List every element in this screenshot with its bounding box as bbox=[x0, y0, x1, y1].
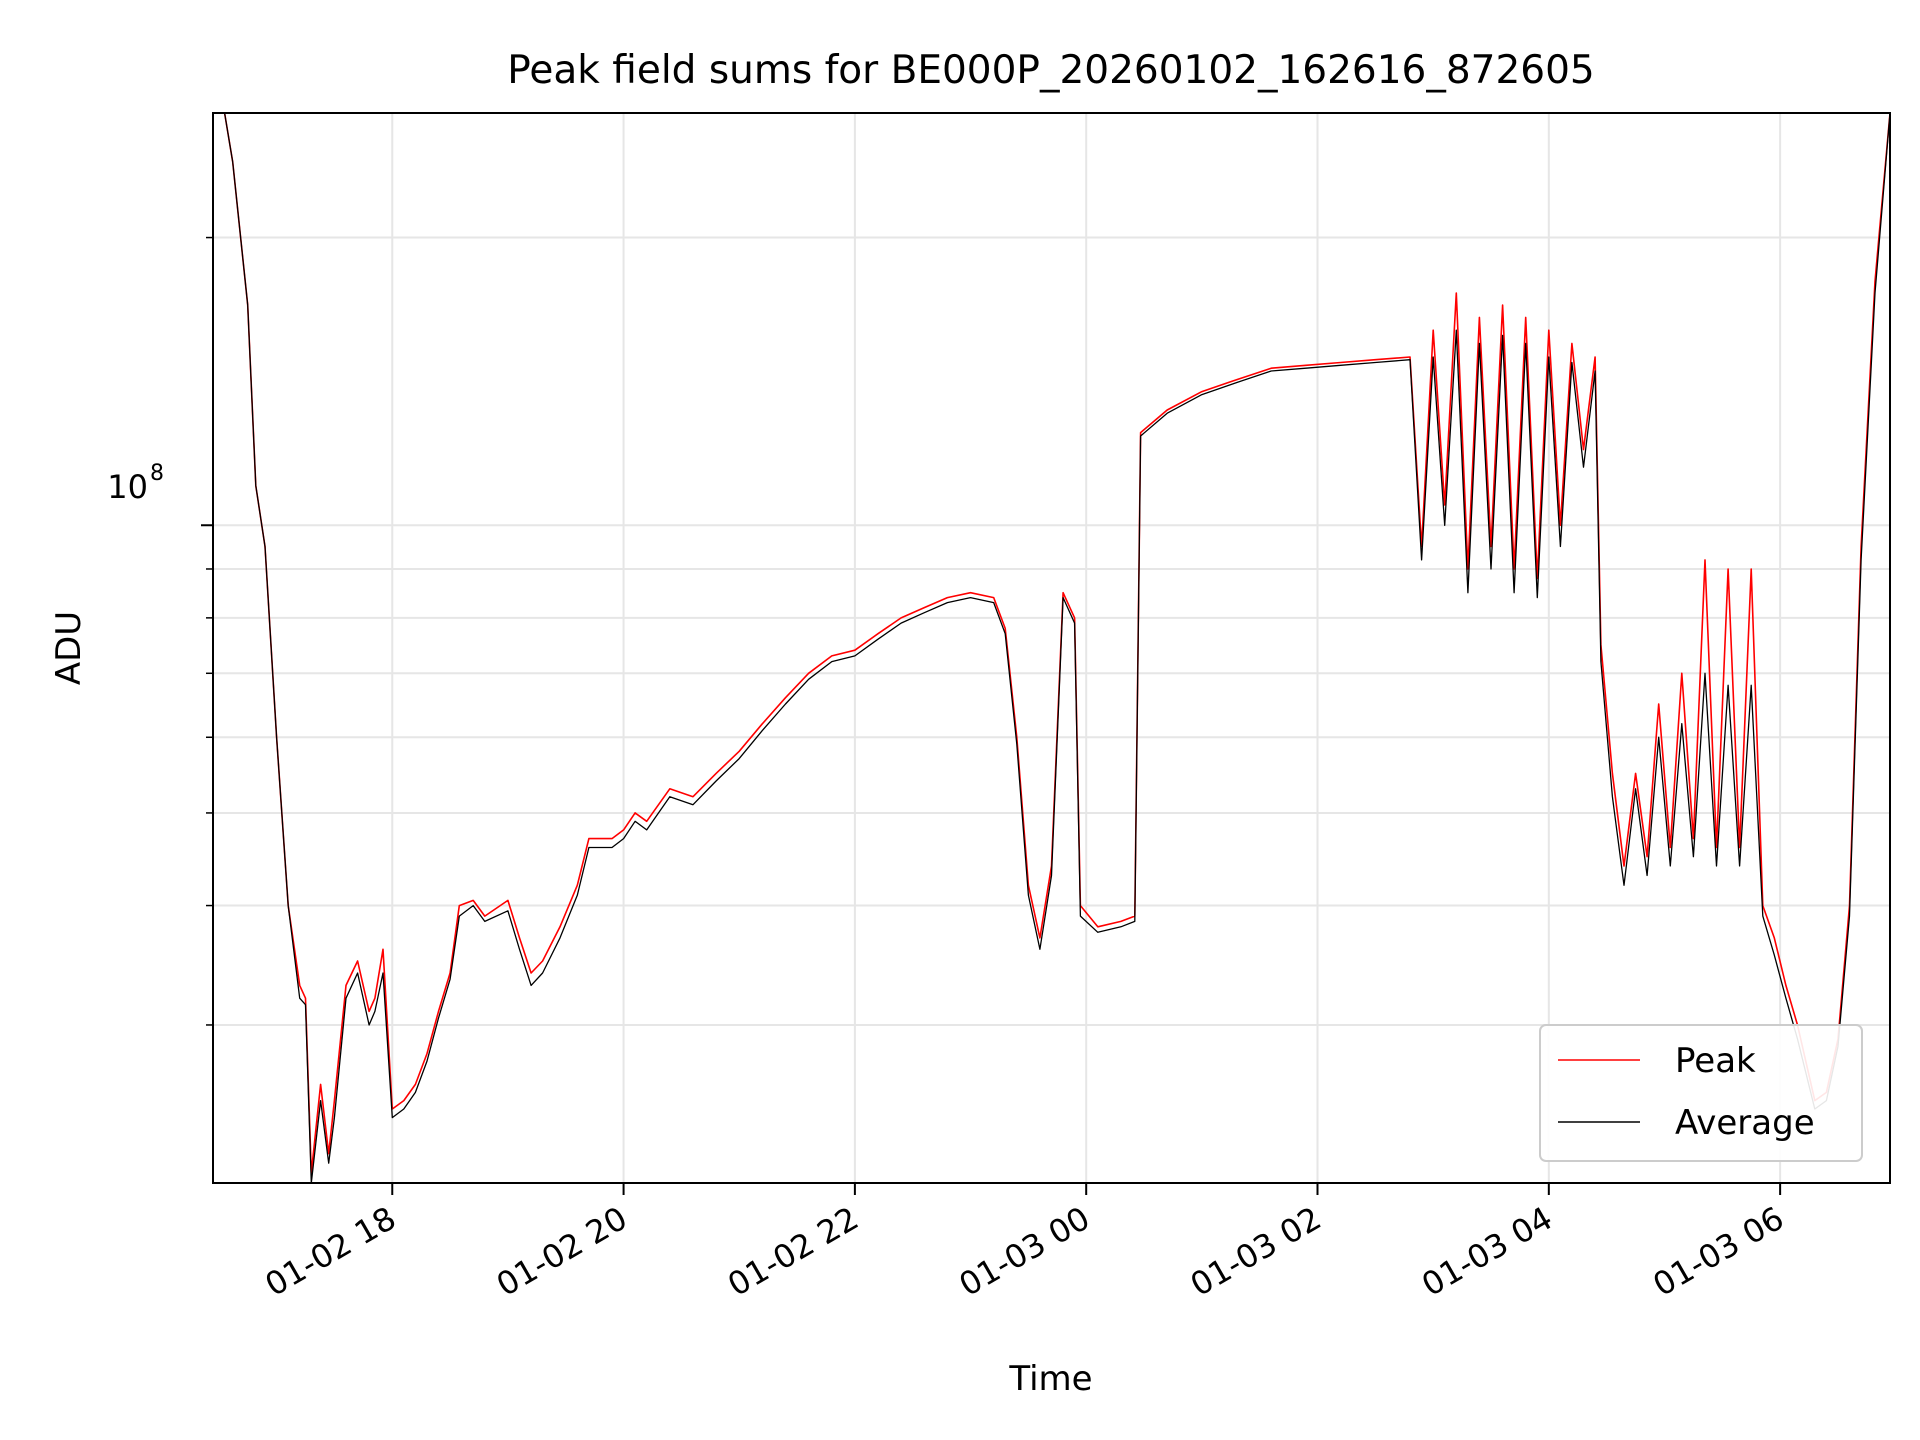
plot-lines bbox=[223, 113, 1890, 1183]
y-axis-label: ADU bbox=[49, 611, 89, 685]
legend: Peak Average bbox=[1539, 1024, 1863, 1162]
chart-title: Peak field sums for BE000P_20260102_1626… bbox=[507, 48, 1594, 93]
grid bbox=[213, 113, 1890, 1183]
plot-frame bbox=[212, 112, 1891, 1184]
x-axis-label: Time bbox=[1008, 1359, 1092, 1399]
series-line-peak bbox=[223, 113, 1890, 1174]
series-line-average bbox=[223, 113, 1890, 1183]
legend-label-peak: Peak bbox=[1675, 1041, 1756, 1081]
y-tick-exponent: 8 bbox=[150, 461, 164, 486]
legend-label-average: Average bbox=[1675, 1103, 1815, 1143]
y-tick-base: 10 bbox=[107, 468, 148, 506]
legend-box bbox=[1539, 1024, 1863, 1162]
y-tick-label: 10 8 bbox=[107, 461, 164, 506]
